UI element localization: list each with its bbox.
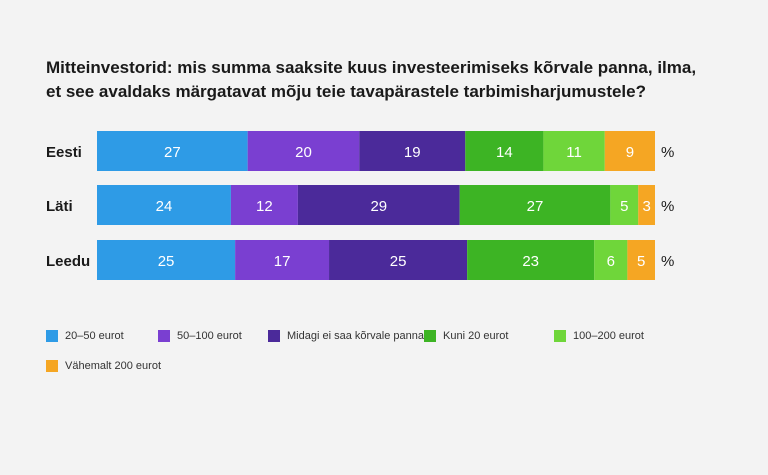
category-label: Leedu	[46, 253, 90, 270]
chart-title-line-1: Mitteinvestorid: mis summa saaksite kuus…	[46, 58, 697, 77]
data-label: 12	[256, 198, 273, 215]
bar-segment	[97, 185, 231, 225]
legend-item: Kuni 20 eurot	[424, 330, 508, 342]
legend-label: 50–100 eurot	[177, 330, 242, 342]
bar-segment	[230, 185, 298, 225]
data-label: 11	[566, 144, 582, 161]
chart-title-line-2: et see avaldaks märgatavat mõju teie tav…	[46, 82, 646, 101]
bar-segment	[594, 240, 628, 280]
data-label: 25	[390, 253, 407, 270]
data-label: 6	[607, 253, 615, 270]
legend-item: 20–50 eurot	[46, 330, 124, 342]
data-label: 27	[164, 144, 181, 161]
legend-label: 100–200 eurot	[573, 330, 644, 342]
legend-label: Vähemalt 200 eurot	[65, 360, 162, 372]
data-label: 19	[404, 144, 421, 161]
bar-segment	[604, 131, 655, 171]
legend-item: Midagi ei saa kõrvale panna	[268, 330, 424, 342]
data-label: 17	[274, 253, 291, 270]
bar-segment	[610, 185, 639, 225]
bar-segment	[97, 131, 248, 171]
legend-swatch	[424, 330, 436, 342]
chart-title: Mitteinvestorid: mis summa saaksite kuus…	[46, 56, 746, 104]
legend-swatch	[158, 330, 170, 342]
unit-label: %	[661, 144, 674, 161]
bar-segment	[329, 240, 468, 280]
bar-segment	[297, 185, 460, 225]
data-label: 9	[626, 144, 634, 161]
bar-segment	[627, 240, 655, 280]
data-label: 20	[295, 144, 312, 161]
unit-label: %	[661, 253, 674, 270]
legend-swatch	[46, 360, 58, 372]
bar-segment	[359, 131, 466, 171]
data-label: 25	[158, 253, 175, 270]
bar-segment	[459, 185, 611, 225]
data-label: 5	[637, 253, 645, 270]
bar-segment	[235, 240, 330, 280]
legend-item: 100–200 eurot	[554, 330, 644, 342]
legend-item: Vähemalt 200 eurot	[46, 360, 161, 372]
unit-label: %	[661, 198, 674, 215]
legend-label: 20–50 eurot	[65, 330, 124, 342]
data-label: 27	[527, 198, 544, 215]
legend-swatch	[554, 330, 566, 342]
data-label: 23	[522, 253, 539, 270]
bar-segment	[465, 131, 544, 171]
category-label: Eesti	[46, 144, 82, 161]
data-label: 3	[642, 198, 650, 215]
data-label: 5	[620, 198, 628, 215]
data-label: 14	[496, 144, 513, 161]
legend-label: Kuni 20 eurot	[443, 330, 509, 342]
bar-segment	[543, 131, 605, 171]
legend-swatch	[46, 330, 58, 342]
legend-swatch	[268, 330, 280, 342]
bar-segment	[467, 240, 595, 280]
legend-label: Midagi ei saa kõrvale panna	[287, 330, 424, 342]
data-label: 24	[156, 198, 173, 215]
bar-segment	[97, 240, 236, 280]
category-label: Läti	[46, 198, 73, 215]
bar-segment	[247, 131, 360, 171]
bar-segment	[638, 185, 655, 225]
legend-item: 50–100 eurot	[158, 330, 242, 342]
data-label: 29	[370, 198, 387, 215]
